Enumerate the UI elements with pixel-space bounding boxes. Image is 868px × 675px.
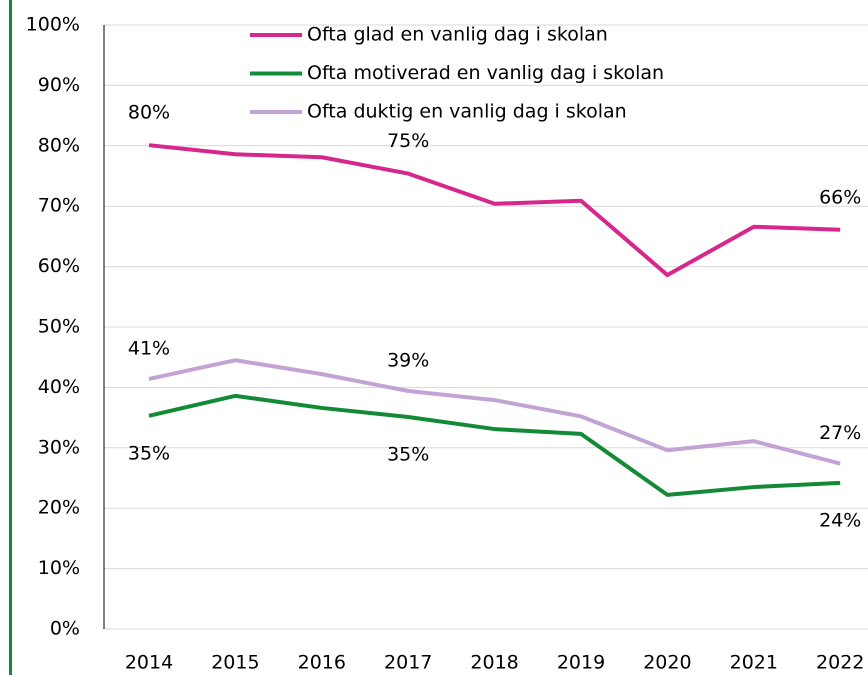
x-tick-label: 2014 [125, 652, 173, 674]
legend-label: Ofta glad en vanlig dag i skolan [307, 24, 608, 46]
accent-bar [9, 0, 12, 675]
x-tick-label: 2022 [816, 652, 864, 674]
y-tick-label: 50% [38, 316, 80, 338]
y-tick-label: 70% [38, 195, 80, 217]
x-tick-label: 2021 [730, 652, 778, 674]
legend-label: Ofta duktig en vanlig dag i skolan [307, 101, 627, 123]
y-tick-label: 100% [26, 14, 80, 36]
data-label: 80% [128, 102, 170, 124]
y-tick-label: 40% [38, 376, 80, 398]
x-tick-label: 2018 [470, 652, 518, 674]
y-tick-label: 20% [38, 497, 80, 519]
data-label: 75% [387, 130, 429, 152]
data-label: 24% [819, 509, 861, 531]
data-label: 35% [128, 442, 170, 464]
y-tick-label: 60% [38, 255, 80, 277]
x-tick-label: 2017 [384, 652, 432, 674]
y-tick-label: 90% [38, 74, 80, 96]
y-tick-label: 0% [50, 618, 80, 640]
data-label: 41% [128, 337, 170, 359]
y-tick-label: 80% [38, 134, 80, 156]
x-tick-label: 2020 [643, 652, 691, 674]
legend-label: Ofta motiverad en vanlig dag i skolan [307, 62, 664, 84]
data-label: 27% [819, 422, 861, 444]
data-label: 66% [819, 186, 861, 208]
data-label: 35% [387, 443, 429, 465]
y-tick-label: 30% [38, 436, 80, 458]
series-line [148, 358, 841, 466]
x-tick-label: 2016 [298, 652, 346, 674]
series-line [148, 393, 841, 497]
x-tick-label: 2015 [211, 652, 259, 674]
x-tick-label: 2019 [557, 652, 605, 674]
series-line [148, 143, 841, 278]
y-tick-label: 10% [38, 557, 80, 579]
data-label: 39% [387, 350, 429, 372]
